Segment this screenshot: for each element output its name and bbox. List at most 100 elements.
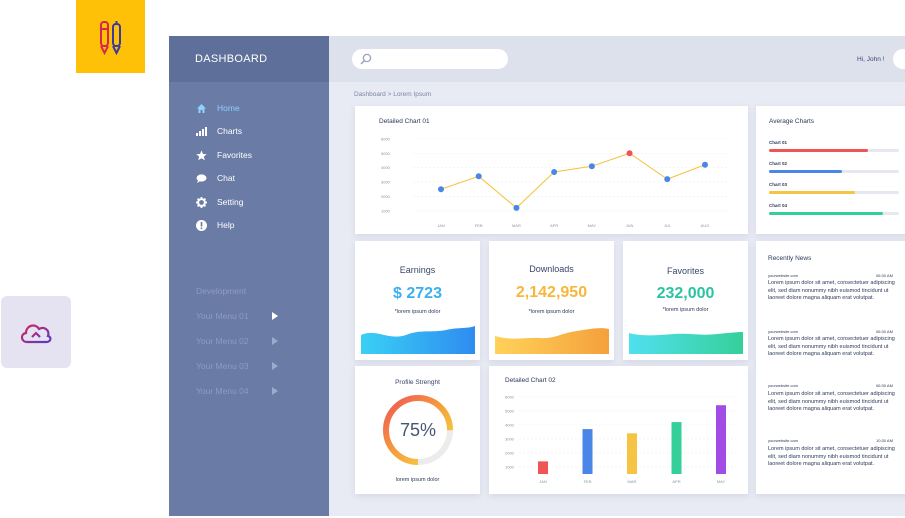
sidebar-item-label: Charts (217, 126, 243, 136)
menu-label: Your Menu 02 (196, 336, 249, 346)
average-bar-track (769, 212, 899, 215)
pencil-icon (99, 20, 121, 55)
y-tick-label: 3000 (381, 180, 391, 185)
bar (582, 429, 593, 474)
data-point (438, 186, 444, 193)
data-point (588, 163, 595, 170)
y-tick-label: 6000 (505, 394, 515, 399)
stat-title: Favorites (666, 266, 704, 276)
sidebar-item-help[interactable]: Help (195, 218, 234, 232)
average-bar-track (769, 191, 899, 194)
x-tick-label: JAN (437, 223, 445, 228)
sidebar-menu-02[interactable]: Your Menu 02 (196, 336, 286, 348)
x-tick-label: MAR (628, 479, 637, 484)
chart-title: Detailed Chart 01 (379, 118, 430, 125)
average-bar-track (769, 170, 899, 173)
detailed-chart-01-card: Detailed Chart 01 6000 5000 4000 3000 2000 10… (355, 106, 748, 234)
data-point (702, 161, 708, 168)
y-tick-label: 5000 (381, 151, 391, 156)
earnings-wave (361, 326, 475, 354)
y-tick-label: 4000 (505, 422, 515, 427)
news-site[interactable]: yourwebsite.com (768, 329, 799, 334)
news-site[interactable]: yourwebsite.com (768, 383, 799, 388)
data-point (664, 176, 671, 183)
user-greeting: Hi, John ! (857, 56, 885, 63)
downloads-wave (495, 328, 609, 354)
y-tick-label: 4000 (381, 165, 391, 170)
stat-value: 2,142,950 (515, 284, 588, 301)
news-text: Lorem ipsum dolor sit amet, consectetuer… (768, 280, 895, 302)
sidebar-item-chat[interactable]: Chat (195, 171, 235, 185)
data-point (513, 204, 520, 211)
earnings-card: Earnings $ 2723 *lorem ipsum dolor (355, 241, 480, 360)
x-tick-label: FEB (584, 479, 592, 484)
news-site[interactable]: yourwebsite.com (768, 438, 799, 443)
info-icon (195, 219, 207, 231)
y-tick-label: 2000 (381, 194, 391, 199)
average-bar-label: Chart 03 (769, 182, 788, 187)
profile-percent: 75% (400, 420, 436, 440)
stat-title: Earnings (399, 265, 436, 275)
sidebar-menu-04[interactable]: Your Menu 04 (196, 386, 286, 398)
line-chart: 6000 5000 4000 3000 2000 1000 JAN FEB MAR APR MAY J… (381, 136, 727, 228)
menu-label: Your Menu 01 (196, 311, 249, 321)
sidebar-menu-03[interactable]: Your Menu 03 (196, 361, 286, 373)
bar (716, 405, 726, 474)
stat-value: 232,000 (656, 285, 715, 302)
x-tick-label: JUN (626, 223, 634, 228)
search-input[interactable] (352, 49, 508, 69)
data-point (551, 168, 558, 175)
stat-value: $ 2723 (393, 285, 442, 302)
bar-chart: 6000 5000 4000 3000 2000 1000 JAN FEB MAR APR MAY (505, 394, 739, 484)
x-tick-label: JAN (539, 479, 547, 484)
profile-strength-card: Profile Strenght 75% lorem ipsum dolor (355, 366, 480, 494)
series-line (440, 152, 706, 209)
sidebar-item-label: Home (217, 103, 240, 113)
top-bar: Hi, John ! (329, 36, 905, 82)
average-bar-track (769, 149, 899, 152)
sidebar-item-label: Favorites (217, 150, 252, 160)
news-site[interactable]: yourwebsite.com (768, 273, 799, 278)
sidebar-item-label: Help (217, 220, 235, 230)
sidebar-item-setting[interactable]: Setting (195, 195, 243, 209)
x-tick-label: FEB (475, 223, 483, 228)
downloads-card: Downloads 2,142,950 *lorem ipsum dolor (489, 241, 614, 360)
avatar[interactable] (893, 49, 905, 69)
home-icon (195, 102, 207, 114)
news-time: 06:30 AM (876, 273, 893, 278)
sidebar-item-charts[interactable]: Charts (195, 124, 242, 138)
favorites-wave (629, 332, 743, 354)
development-section-title: Development (196, 286, 247, 296)
average-charts-title: Average Charts (769, 118, 815, 125)
chart-title: Detailed Chart 02 (505, 377, 556, 384)
sidebar-header: DASHBOARD (169, 36, 329, 82)
breadcrumb: Dashboard > Lorem Ipsum (354, 91, 432, 98)
average-bar-label: Chart 01 (769, 140, 788, 145)
y-tick-label: 1000 (505, 464, 515, 469)
news-time: 06:30 AM (876, 383, 893, 388)
sidebar-item-favorites[interactable]: Favorites (195, 148, 252, 162)
recently-news-card: Recently News yourwebsite.com 06:30 AM L… (756, 241, 905, 494)
star-icon (195, 149, 207, 161)
detailed-chart-02-card: Detailed Chart 02 6000 5000 4000 3000 2000 10… (489, 366, 748, 494)
caret-right-icon (272, 312, 278, 320)
bar (671, 422, 682, 474)
cloud-upload-tile[interactable] (1, 296, 71, 368)
profile-caption: lorem ipsum dolor (395, 477, 440, 483)
sidebar-item-home[interactable]: Home (195, 101, 240, 115)
caret-right-icon (272, 337, 278, 345)
caret-right-icon (272, 387, 278, 395)
data-point (626, 150, 633, 157)
news-text: Lorem ipsum dolor sit amet, consectetuer… (768, 336, 895, 358)
average-bar-fill (769, 191, 855, 194)
chat-icon (195, 172, 207, 184)
x-tick-label: APR (550, 223, 558, 228)
x-tick-label: AUG (701, 223, 710, 228)
sidebar-menu-01[interactable]: Your Menu 01 (196, 311, 286, 323)
news-time: 06:30 AM (876, 329, 893, 334)
average-bar-fill (769, 170, 842, 173)
favorites-card: Favorites 232,000 *lorem ipsum dolor (623, 241, 748, 360)
bar (538, 461, 548, 474)
average-charts-card: Average Charts Chart 01 Chart 02 Chart 0… (756, 106, 905, 234)
stat-subtitle: *lorem ipsum dolor (394, 309, 441, 315)
